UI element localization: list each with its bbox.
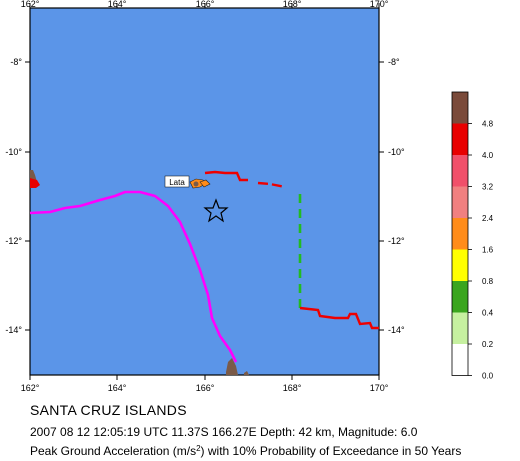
scale-swatch [452, 312, 468, 344]
color-scale-legend: 4.8 4.0 3.2 2.4 1.6 0.8 0.4 0.2 0.0 [451, 91, 494, 381]
lat-label-right: -10° [388, 147, 405, 157]
scale-swatch [452, 155, 468, 187]
lat-label-right: -8° [388, 57, 400, 67]
lon-label-bottom: 166° [196, 383, 215, 393]
island-hazard-west [30, 178, 40, 188]
island-lata-dot [193, 181, 199, 187]
lon-label-top: 170° [370, 0, 389, 9]
place-label-lata: Lata [169, 178, 185, 187]
boundary-red-north-dash [257, 181, 286, 189]
lon-label-top: 168° [283, 0, 302, 9]
island-south [226, 358, 238, 375]
lat-label-right: -12° [388, 236, 405, 246]
scale-swatch [452, 344, 468, 376]
lon-label-bottom: 168° [283, 383, 302, 393]
scale-label: 0.8 [482, 277, 494, 286]
scale-swatch [452, 186, 468, 218]
scale-swatch [452, 281, 468, 313]
lat-label-left: -12° [5, 236, 22, 246]
hazard-description: Peak Ground Acceleration (m/s2) with 10%… [30, 444, 461, 458]
scale-label: 3.2 [482, 183, 494, 192]
lon-label-top: 166° [196, 0, 215, 9]
scale-label: 4.8 [482, 120, 494, 129]
scale-label: 1.6 [482, 246, 494, 255]
hazard-text-pre: Peak Ground Acceleration (m/s [30, 444, 197, 458]
hazard-map-figure: 162° 164° 166° 168° 170° 162° 164° 166° … [5, 0, 494, 393]
lon-label-bottom: 170° [370, 383, 389, 393]
lon-label-top: 164° [108, 0, 127, 9]
scale-swatch [452, 218, 468, 250]
star-icon [203, 198, 229, 223]
lat-label-left: -10° [5, 147, 22, 157]
scale-label: 0.0 [482, 372, 494, 381]
island-south-small [244, 371, 249, 375]
lat-label-left: -8° [10, 57, 22, 67]
lon-label-top: 162° [21, 0, 40, 9]
event-details: 2007 08 12 12:05:19 UTC 11.37S 166.27E D… [30, 425, 418, 439]
hazard-text-post: ) with 10% Probability of Exceedance in … [200, 444, 462, 458]
tick-marks [25, 3, 384, 380]
scale-frame [451, 91, 469, 376]
lon-label-bottom: 162° [21, 383, 40, 393]
scale-label: 0.4 [482, 309, 494, 318]
scale-label: 2.4 [482, 214, 494, 223]
lat-label-left: -14° [5, 325, 22, 335]
boundary-red-south [299, 306, 379, 330]
region-title: SANTA CRUZ ISLANDS [30, 402, 187, 418]
boundary-magenta [29, 190, 238, 363]
lon-label-bottom: 164° [108, 383, 127, 393]
scale-swatch [452, 249, 468, 281]
scale-swatch [452, 123, 468, 155]
ocean-area [29, 7, 380, 376]
island-lata-east [199, 179, 211, 188]
lat-label-right: -14° [388, 325, 405, 335]
scale-label: 0.2 [482, 340, 494, 349]
place-label-box [164, 175, 190, 188]
scale-swatch [452, 92, 468, 124]
hazard-text-sup: 2 [196, 444, 201, 453]
scale-label: 4.0 [482, 151, 494, 160]
boundary-red-north [204, 170, 248, 182]
